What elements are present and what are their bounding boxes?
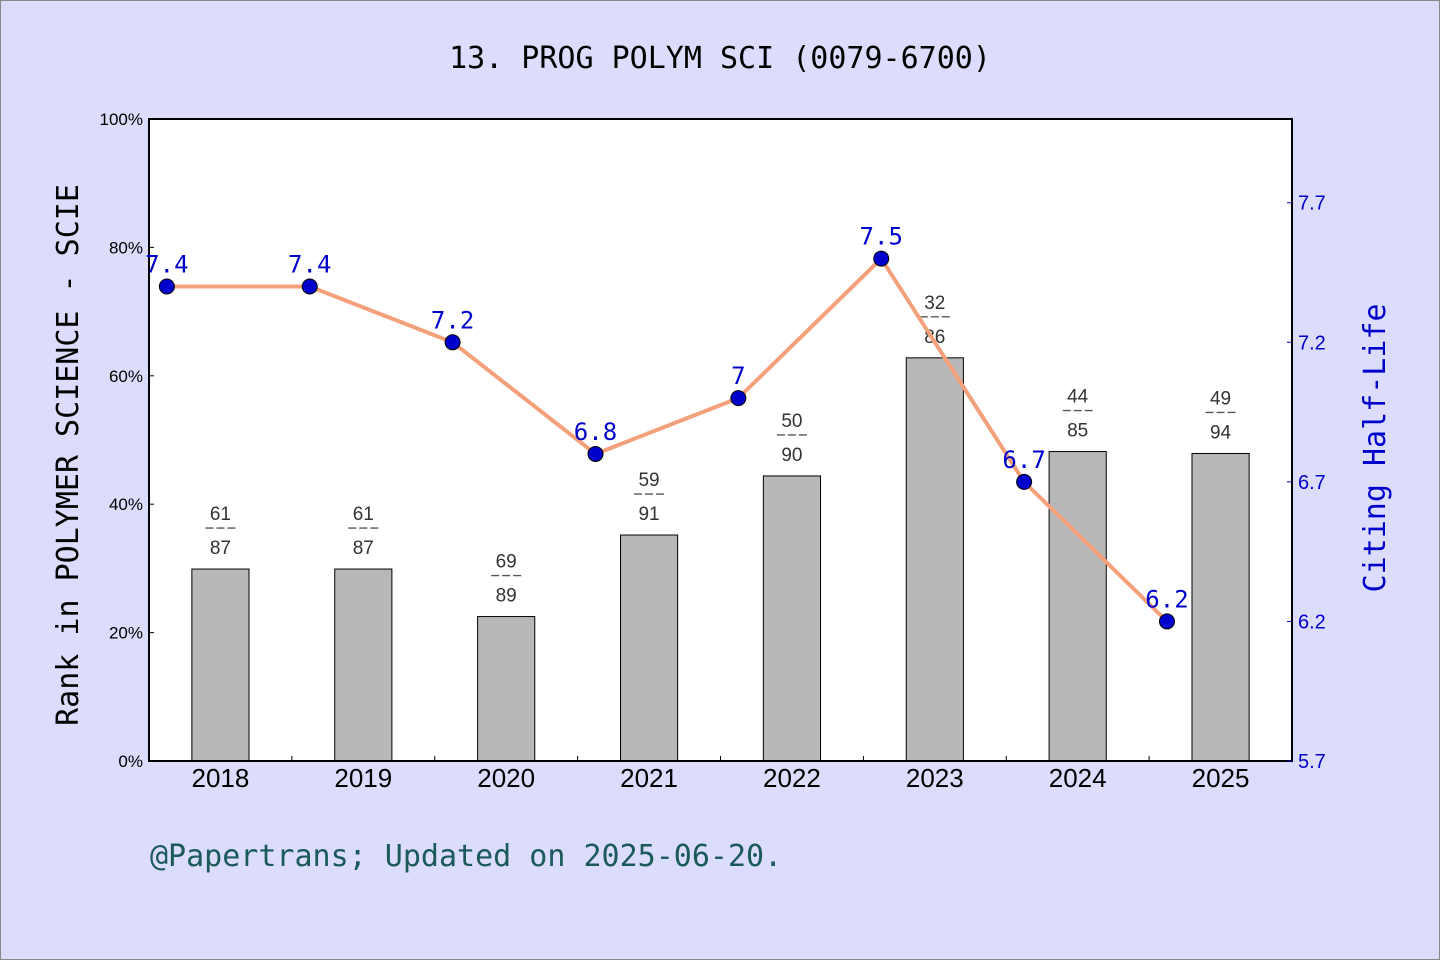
half-life-value-2019: 7.4 bbox=[288, 250, 331, 278]
x-tick-label-2023: 2023 bbox=[906, 763, 964, 793]
axes-layer: 0% 20% 40% 60% 80% 100% 5.7 6.2 6.7 7.2 7.7 2018 201… bbox=[100, 110, 1326, 793]
chart-title: 13. PROG POLYM SCI (0079-6700) bbox=[449, 41, 991, 76]
y2-tick-label: 5.7 bbox=[1298, 751, 1326, 773]
rank-numerator: 49 bbox=[1210, 388, 1231, 409]
x-tick-label-2020: 2020 bbox=[477, 763, 535, 793]
y-tick-label: 80% bbox=[109, 238, 143, 257]
rank-label-2024: 44 85 bbox=[1062, 387, 1093, 442]
half-life-point-2019 bbox=[301, 278, 318, 295]
bar-2018 bbox=[191, 568, 250, 762]
y-tick-label: 40% bbox=[109, 495, 143, 514]
rank-numerator: 61 bbox=[210, 504, 231, 525]
half-life-value-2022: 7 bbox=[731, 362, 745, 390]
half-life-value-2020: 7.2 bbox=[431, 306, 474, 334]
rank-label-2021: 59 91 bbox=[634, 470, 665, 525]
rank-numerator: 61 bbox=[353, 504, 374, 525]
plot-area bbox=[149, 119, 1292, 761]
half-life-point-2021 bbox=[587, 445, 604, 462]
y-tick-label: 60% bbox=[109, 367, 143, 386]
rank-label-2019: 61 87 bbox=[348, 504, 379, 559]
half-life-point-2020 bbox=[444, 334, 461, 351]
rank-numerator: 50 bbox=[781, 411, 802, 432]
bar-2022 bbox=[762, 475, 822, 762]
y2-tick-label: 7.7 bbox=[1298, 193, 1326, 215]
half-life-value-2023: 7.5 bbox=[860, 223, 903, 251]
half-life-value-2024: 6.7 bbox=[1002, 446, 1045, 474]
rank-denominator: 87 bbox=[353, 538, 374, 559]
y2-tick-label: 6.2 bbox=[1298, 611, 1326, 633]
x-tick-label-2024: 2024 bbox=[1049, 763, 1107, 793]
rank-denominator: 87 bbox=[210, 538, 231, 559]
y-tick-label: 100% bbox=[100, 110, 143, 129]
rank-label-2022: 50 90 bbox=[776, 411, 807, 466]
bar-2024 bbox=[1048, 451, 1107, 762]
rank-denominator: 90 bbox=[781, 445, 802, 466]
footer-credit: @Papertrans; Updated on 2025-06-20. bbox=[150, 839, 782, 874]
rank-label-2018: 61 87 bbox=[205, 504, 236, 559]
half-life-line bbox=[166, 256, 1169, 623]
rank-numerator: 69 bbox=[496, 552, 517, 573]
half-life-value-2018: 7.4 bbox=[145, 250, 188, 278]
x-tick-label-2021: 2021 bbox=[620, 763, 678, 793]
rank-numerator: 59 bbox=[638, 470, 659, 491]
rank-denominator: 91 bbox=[638, 504, 659, 525]
rank-numerator: 44 bbox=[1067, 387, 1089, 408]
bar-2020 bbox=[477, 616, 536, 762]
line-layer: 7.4 7.4 7.2 6.8 7 7.5 6.7 6.2 bbox=[145, 223, 1189, 630]
bar-2025 bbox=[1191, 452, 1250, 762]
x-tick-label-2025: 2025 bbox=[1192, 763, 1250, 793]
rank-denominator: 94 bbox=[1210, 422, 1232, 443]
rank-numerator: 32 bbox=[924, 293, 945, 314]
x-tick-label-2022: 2022 bbox=[763, 763, 821, 793]
y-tick-label: 0% bbox=[118, 752, 143, 771]
half-life-point-2025 bbox=[1158, 613, 1175, 630]
rank-label-2020: 69 89 bbox=[491, 552, 522, 607]
half-life-point-2022 bbox=[730, 390, 747, 407]
y-tick-label: 20% bbox=[109, 624, 143, 643]
half-life-point-2024 bbox=[1016, 473, 1033, 490]
y2-axis-label: Citing Half-Life bbox=[1358, 304, 1393, 593]
rank-denominator: 85 bbox=[1067, 421, 1088, 442]
half-life-value-2025: 6.2 bbox=[1145, 585, 1188, 613]
rank-label-2025: 49 94 bbox=[1205, 388, 1236, 443]
bar-2023 bbox=[905, 357, 964, 762]
bar-2019 bbox=[334, 568, 393, 762]
y-axis-label: Rank in POLYMER SCIENCE - SCIE bbox=[51, 184, 86, 726]
half-life-point-2023 bbox=[873, 250, 890, 267]
bar-2021 bbox=[619, 534, 679, 762]
x-tick-label-2019: 2019 bbox=[334, 763, 392, 793]
rank-denominator: 89 bbox=[496, 586, 517, 607]
half-life-point-2018 bbox=[158, 278, 175, 295]
half-life-value-2021: 6.8 bbox=[574, 418, 617, 446]
y2-tick-label: 6.7 bbox=[1298, 472, 1326, 494]
x-tick-label-2018: 2018 bbox=[192, 763, 250, 793]
y2-tick-label: 7.2 bbox=[1298, 332, 1326, 354]
